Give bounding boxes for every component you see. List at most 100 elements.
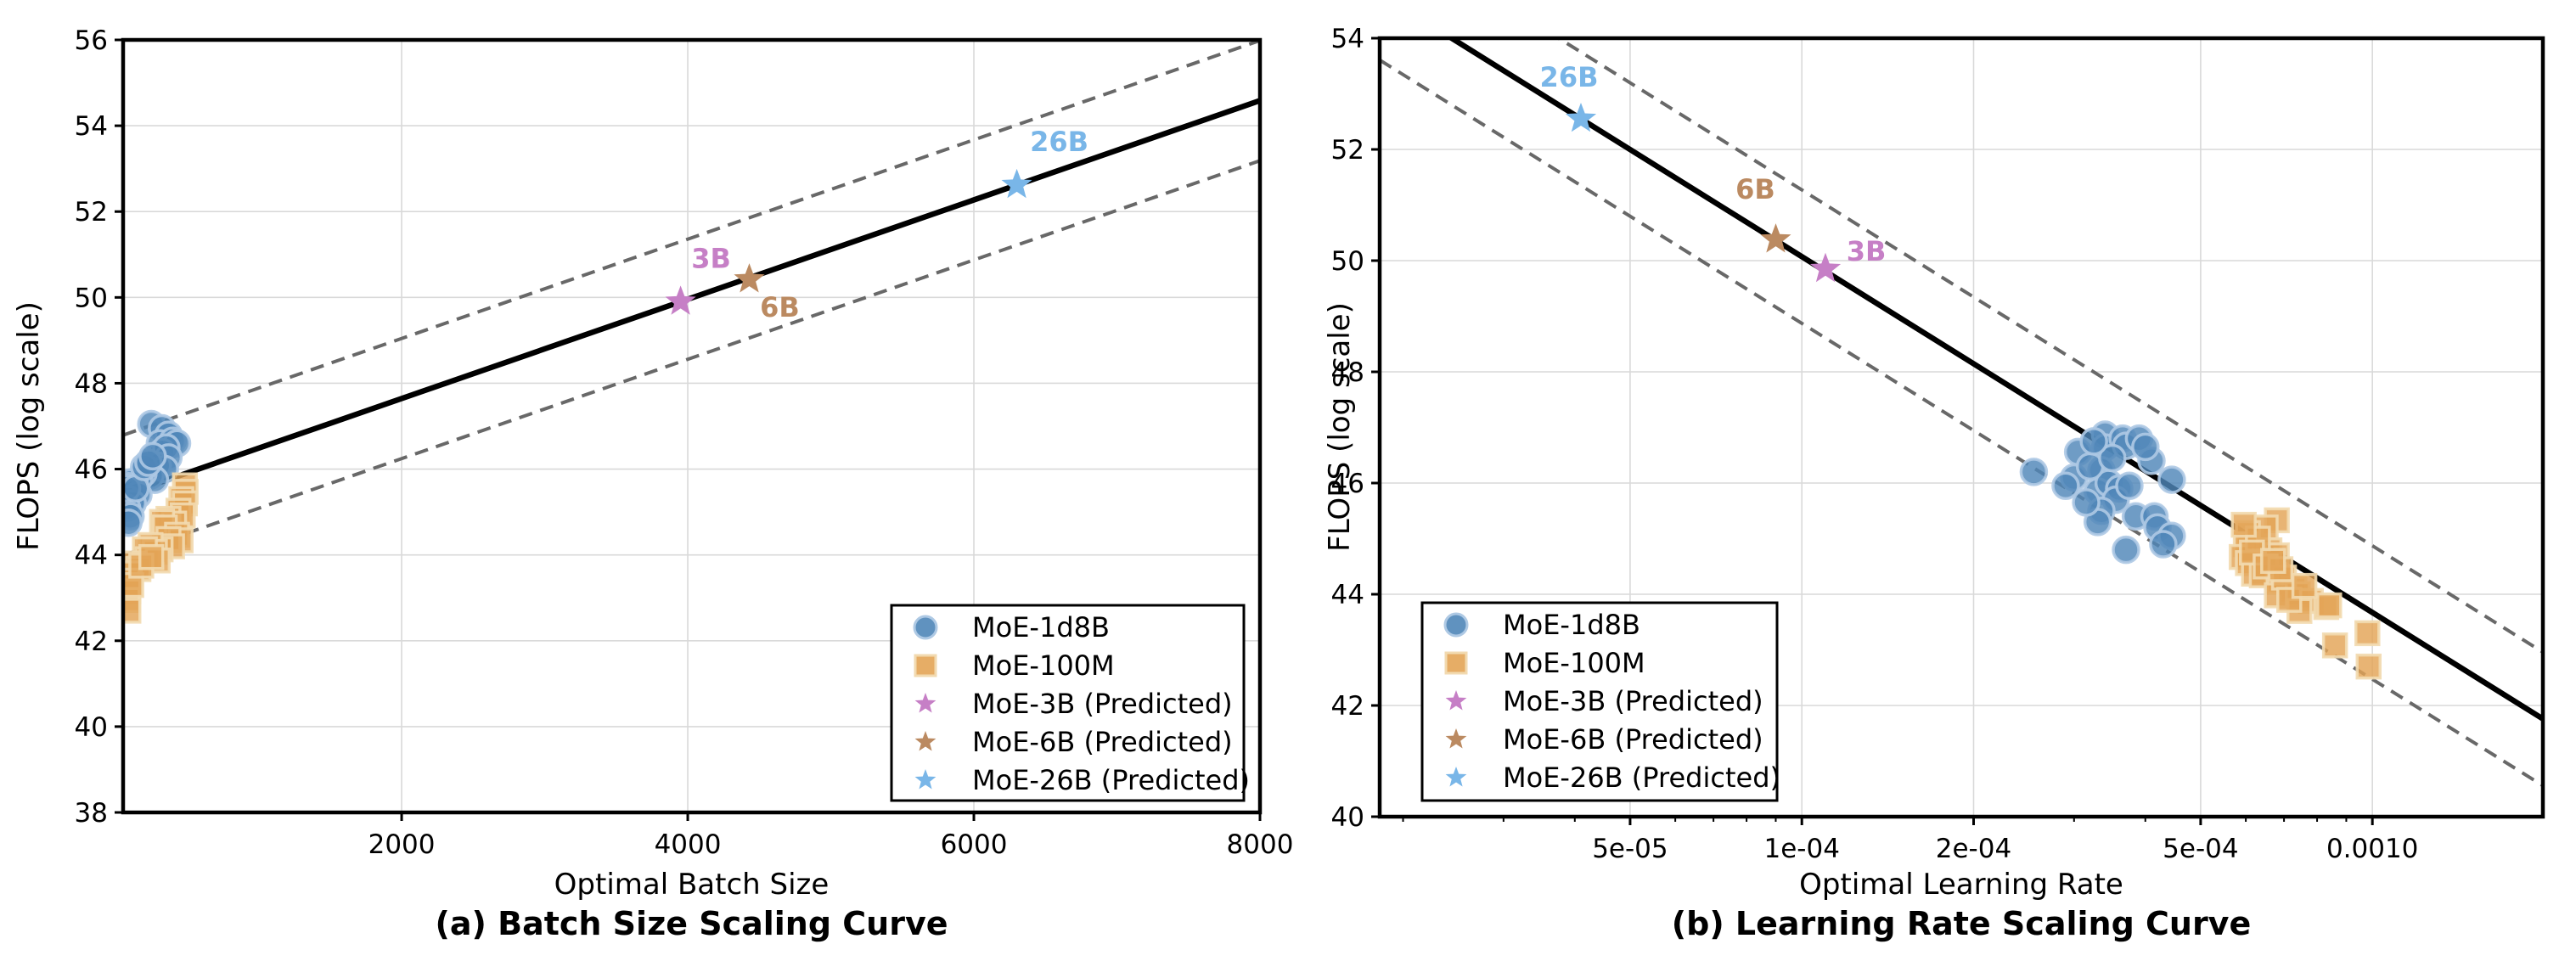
legend-label: MoE-3B (Predicted)	[972, 688, 1233, 720]
y-tick-label: 40	[75, 712, 108, 743]
scatter-point	[2051, 471, 2080, 501]
legend: MoE-1d8B MoE-100M MoE-3B (Predicted) MoE-6B…	[1420, 601, 1780, 802]
legend-label: MoE-1d8B	[1503, 609, 1640, 641]
legend-label: MoE-100M	[972, 649, 1115, 682]
predicted-star-marker	[1810, 252, 1842, 283]
predicted-star-marker	[1001, 168, 1032, 199]
scatter-point	[2019, 458, 2049, 486]
legend-label: MoE-6B (Predicted)	[1503, 723, 1763, 756]
predicted-star-marker	[1565, 103, 1597, 132]
y-axis-label-a: FLOPS (log scale)	[12, 301, 46, 551]
plot-border	[1377, 36, 2545, 819]
grid	[1380, 37, 2543, 818]
band-upper-dashed-line	[123, 40, 1260, 437]
y-tick-label: 44	[75, 541, 108, 571]
y-tick-label: 48	[1331, 357, 1364, 388]
x-tick-label: 1e-04	[1763, 834, 1839, 864]
star-annotation-label: 3B	[691, 242, 731, 274]
scatter-point	[2260, 548, 2286, 574]
x-tick-label: 4000	[655, 829, 722, 860]
x-tick-label: 0.0010	[2326, 834, 2418, 864]
legend-label: MoE-3B (Predicted)	[1503, 685, 1763, 717]
legend-marker-star	[914, 693, 936, 713]
y-tick-label: 50	[1331, 246, 1364, 277]
legend-marker-star	[1445, 690, 1467, 711]
scatter-points	[123, 409, 199, 624]
scatter-point	[138, 441, 167, 471]
star-annotation-label: 26B	[1030, 126, 1088, 158]
y-tick-label: 42	[75, 627, 108, 657]
legend-marker-circle	[913, 615, 938, 640]
scatter-point	[2098, 443, 2127, 473]
axes-ticks: 2000 4000 6000 8000 38 40 42 44 46 48 50 52 54 56	[75, 25, 1294, 860]
y-tick-label: 50	[75, 283, 108, 313]
y-tick-label: 48	[75, 368, 108, 399]
y-tick-label: 40	[1331, 802, 1364, 833]
legend-label: MoE-100M	[1503, 647, 1645, 679]
scatter-point	[2291, 572, 2318, 599]
legend-label: MoE-26B (Predicted)	[1503, 761, 1780, 794]
chart-caption-a: (a) Batch Size Scaling Curve	[435, 905, 948, 942]
x-tick-label: 6000	[941, 829, 1008, 860]
legend-label: MoE-1d8B	[972, 611, 1110, 643]
scatter-point	[2230, 511, 2257, 538]
scatter-point	[2112, 535, 2140, 565]
chart-b: 3B 6B 26B 5e-05 1e-04 2e-04 5e-04 0.0010 40 42 44 4…	[1331, 24, 2545, 864]
plot-border	[121, 37, 1263, 815]
legend-label: MoE-6B (Predicted)	[972, 726, 1233, 758]
x-tick-label: 5e-05	[1592, 834, 1668, 864]
axes-ticks: 5e-05 1e-04 2e-04 5e-04 0.0010 40 42 44 46 48 50 52…	[1331, 24, 2419, 864]
chart-a: 3B 6B 26B 2000 4000 6000 8000 38 40 42 44 46 48 50 52 5…	[75, 25, 1294, 860]
y-tick-label: 54	[1331, 24, 1364, 54]
y-tick-label: 38	[75, 798, 108, 829]
y-tick-label: 56	[75, 25, 108, 56]
scatter-point	[2354, 620, 2381, 647]
y-tick-label: 44	[1331, 580, 1364, 610]
predicted-star-marker	[665, 285, 696, 315]
star-annotation-label: 6B	[1735, 173, 1775, 205]
y-axis-label-b: FLOPS (log scale)	[1323, 302, 1357, 552]
star-annotation-label: 3B	[1847, 235, 1887, 267]
legend-marker-square	[914, 654, 937, 677]
x-tick-label: 2000	[368, 829, 436, 860]
x-tick-label: 5e-04	[2163, 834, 2238, 864]
scatter-point	[2072, 488, 2101, 517]
scatter-point	[2079, 427, 2108, 456]
predicted-star-marker	[1760, 223, 1791, 253]
scatter-point	[2316, 592, 2343, 619]
legend: MoE-1d8B MoE-100M MoE-3B (Predicted) MoE-6B…	[890, 604, 1250, 802]
legend-marker-star	[1445, 767, 1467, 787]
scatter-point	[2149, 530, 2178, 559]
scatter-point	[138, 543, 165, 570]
band-lower-dashed-line	[123, 159, 1260, 558]
legend-marker-star	[914, 769, 936, 790]
legend-box	[1420, 601, 1779, 802]
y-tick-label: 46	[1331, 469, 1364, 499]
scatter-point	[2131, 432, 2160, 462]
y-tick-label: 52	[75, 197, 108, 228]
y-tick-label: 52	[1331, 135, 1364, 166]
star-annotation-label: 6B	[760, 291, 800, 323]
band-upper-dashed-line	[1555, 38, 2543, 654]
x-axis-label-b: Optimal Learning Rate	[1799, 868, 2123, 902]
scatter-point	[2115, 471, 2144, 501]
x-tick-label: 8000	[1227, 829, 1294, 860]
scatter-point	[2157, 465, 2186, 494]
y-tick-label: 42	[1331, 691, 1364, 722]
x-tick-label: 2e-04	[1936, 834, 2011, 864]
star-annotation-label: 26B	[1540, 61, 1599, 93]
y-tick-label: 54	[75, 111, 108, 142]
legend-marker-circle	[1443, 612, 1469, 638]
scatter-point	[123, 598, 142, 624]
legend-box	[890, 604, 1246, 802]
scatter-point	[2321, 632, 2348, 659]
legend-marker-star	[914, 731, 936, 751]
legend-marker-square	[1444, 651, 1468, 675]
predicted-star-marker	[734, 263, 765, 293]
scatter-points	[2019, 420, 2382, 680]
y-tick-label: 46	[75, 455, 108, 486]
x-axis-label-a: Optimal Batch Size	[554, 868, 830, 902]
legend-label: MoE-26B (Predicted)	[972, 764, 1250, 796]
